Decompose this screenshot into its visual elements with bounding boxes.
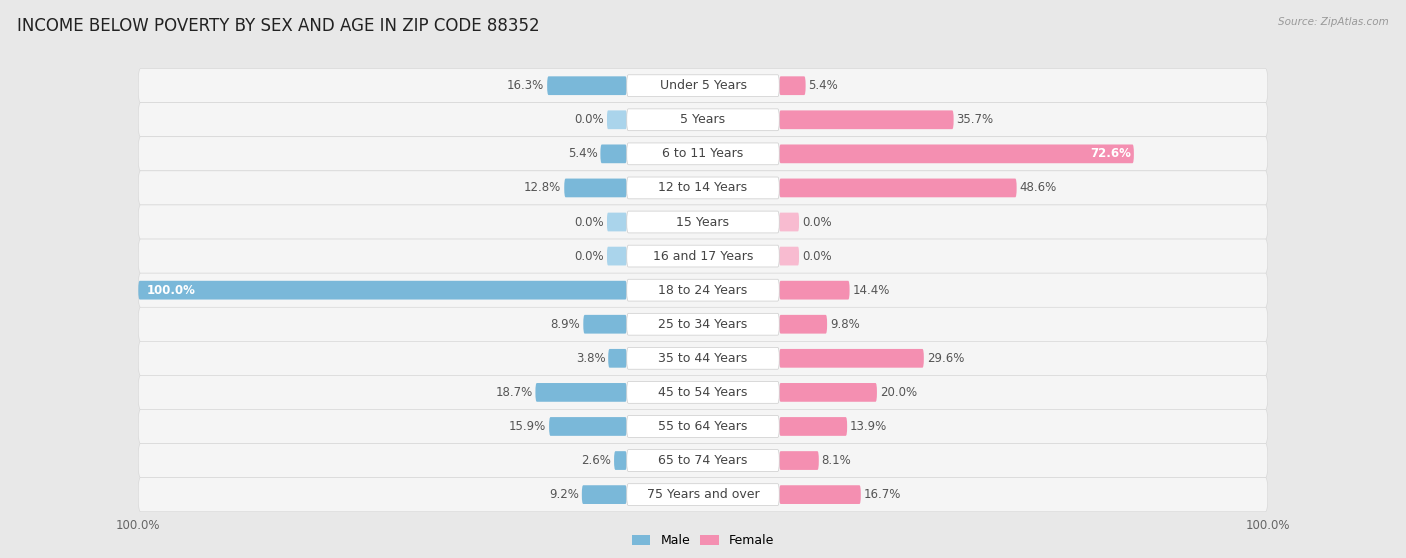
FancyBboxPatch shape: [779, 110, 953, 129]
FancyBboxPatch shape: [627, 314, 779, 335]
FancyBboxPatch shape: [138, 69, 1268, 103]
FancyBboxPatch shape: [536, 383, 627, 402]
Text: 13.9%: 13.9%: [851, 420, 887, 433]
FancyBboxPatch shape: [583, 315, 627, 334]
FancyBboxPatch shape: [609, 349, 627, 368]
FancyBboxPatch shape: [779, 213, 799, 232]
Text: 20.0%: 20.0%: [880, 386, 917, 399]
FancyBboxPatch shape: [779, 281, 849, 300]
FancyBboxPatch shape: [607, 213, 627, 232]
FancyBboxPatch shape: [627, 109, 779, 131]
FancyBboxPatch shape: [138, 137, 1268, 171]
Text: 48.6%: 48.6%: [1019, 181, 1057, 194]
Text: 100.0%: 100.0%: [146, 283, 195, 297]
FancyBboxPatch shape: [627, 382, 779, 403]
Text: 5.4%: 5.4%: [568, 147, 598, 160]
Text: 16.7%: 16.7%: [863, 488, 901, 501]
FancyBboxPatch shape: [779, 76, 806, 95]
Text: 35 to 44 Years: 35 to 44 Years: [658, 352, 748, 365]
FancyBboxPatch shape: [779, 485, 860, 504]
FancyBboxPatch shape: [779, 451, 818, 470]
Text: 72.6%: 72.6%: [1090, 147, 1130, 160]
Text: 0.0%: 0.0%: [575, 215, 605, 229]
FancyBboxPatch shape: [138, 341, 1268, 376]
FancyBboxPatch shape: [779, 145, 1133, 163]
Text: 16.3%: 16.3%: [508, 79, 544, 92]
FancyBboxPatch shape: [779, 179, 1017, 198]
Text: Under 5 Years: Under 5 Years: [659, 79, 747, 92]
FancyBboxPatch shape: [550, 417, 627, 436]
FancyBboxPatch shape: [138, 478, 1268, 512]
FancyBboxPatch shape: [564, 179, 627, 198]
FancyBboxPatch shape: [627, 75, 779, 97]
FancyBboxPatch shape: [779, 349, 924, 368]
FancyBboxPatch shape: [627, 211, 779, 233]
FancyBboxPatch shape: [779, 247, 799, 266]
FancyBboxPatch shape: [627, 348, 779, 369]
Text: 0.0%: 0.0%: [575, 249, 605, 263]
Text: 6 to 11 Years: 6 to 11 Years: [662, 147, 744, 160]
FancyBboxPatch shape: [138, 239, 1268, 273]
Text: INCOME BELOW POVERTY BY SEX AND AGE IN ZIP CODE 88352: INCOME BELOW POVERTY BY SEX AND AGE IN Z…: [17, 17, 540, 35]
Text: 18 to 24 Years: 18 to 24 Years: [658, 283, 748, 297]
Text: 8.1%: 8.1%: [821, 454, 852, 467]
Text: 2.6%: 2.6%: [581, 454, 612, 467]
FancyBboxPatch shape: [547, 76, 627, 95]
Text: 15 Years: 15 Years: [676, 215, 730, 229]
Text: Source: ZipAtlas.com: Source: ZipAtlas.com: [1278, 17, 1389, 27]
FancyBboxPatch shape: [627, 279, 779, 301]
FancyBboxPatch shape: [607, 110, 627, 129]
FancyBboxPatch shape: [779, 383, 877, 402]
Text: 12 to 14 Years: 12 to 14 Years: [658, 181, 748, 194]
FancyBboxPatch shape: [600, 145, 627, 163]
FancyBboxPatch shape: [607, 247, 627, 266]
FancyBboxPatch shape: [138, 410, 1268, 444]
Text: 12.8%: 12.8%: [524, 181, 561, 194]
Text: 0.0%: 0.0%: [801, 215, 831, 229]
FancyBboxPatch shape: [779, 315, 827, 334]
Text: 3.8%: 3.8%: [575, 352, 606, 365]
FancyBboxPatch shape: [138, 273, 1268, 307]
Text: 0.0%: 0.0%: [801, 249, 831, 263]
FancyBboxPatch shape: [138, 307, 1268, 341]
FancyBboxPatch shape: [627, 245, 779, 267]
Text: 0.0%: 0.0%: [575, 113, 605, 126]
Text: 35.7%: 35.7%: [956, 113, 994, 126]
FancyBboxPatch shape: [138, 205, 1268, 239]
Text: 16 and 17 Years: 16 and 17 Years: [652, 249, 754, 263]
FancyBboxPatch shape: [627, 450, 779, 472]
Text: 18.7%: 18.7%: [495, 386, 533, 399]
Text: 29.6%: 29.6%: [927, 352, 965, 365]
FancyBboxPatch shape: [627, 416, 779, 437]
Text: 5 Years: 5 Years: [681, 113, 725, 126]
Text: 14.4%: 14.4%: [852, 283, 890, 297]
Text: 65 to 74 Years: 65 to 74 Years: [658, 454, 748, 467]
Text: 25 to 34 Years: 25 to 34 Years: [658, 318, 748, 331]
FancyBboxPatch shape: [582, 485, 627, 504]
FancyBboxPatch shape: [138, 281, 627, 300]
FancyBboxPatch shape: [138, 444, 1268, 478]
Text: 9.8%: 9.8%: [830, 318, 859, 331]
Legend: Male, Female: Male, Female: [631, 535, 775, 547]
Text: 5.4%: 5.4%: [808, 79, 838, 92]
FancyBboxPatch shape: [779, 417, 848, 436]
FancyBboxPatch shape: [614, 451, 627, 470]
FancyBboxPatch shape: [627, 484, 779, 506]
FancyBboxPatch shape: [138, 171, 1268, 205]
Text: 15.9%: 15.9%: [509, 420, 547, 433]
Text: 8.9%: 8.9%: [551, 318, 581, 331]
FancyBboxPatch shape: [627, 177, 779, 199]
FancyBboxPatch shape: [138, 103, 1268, 137]
Text: 45 to 54 Years: 45 to 54 Years: [658, 386, 748, 399]
FancyBboxPatch shape: [138, 376, 1268, 410]
FancyBboxPatch shape: [627, 143, 779, 165]
Text: 55 to 64 Years: 55 to 64 Years: [658, 420, 748, 433]
Text: 75 Years and over: 75 Years and over: [647, 488, 759, 501]
Text: 9.2%: 9.2%: [550, 488, 579, 501]
